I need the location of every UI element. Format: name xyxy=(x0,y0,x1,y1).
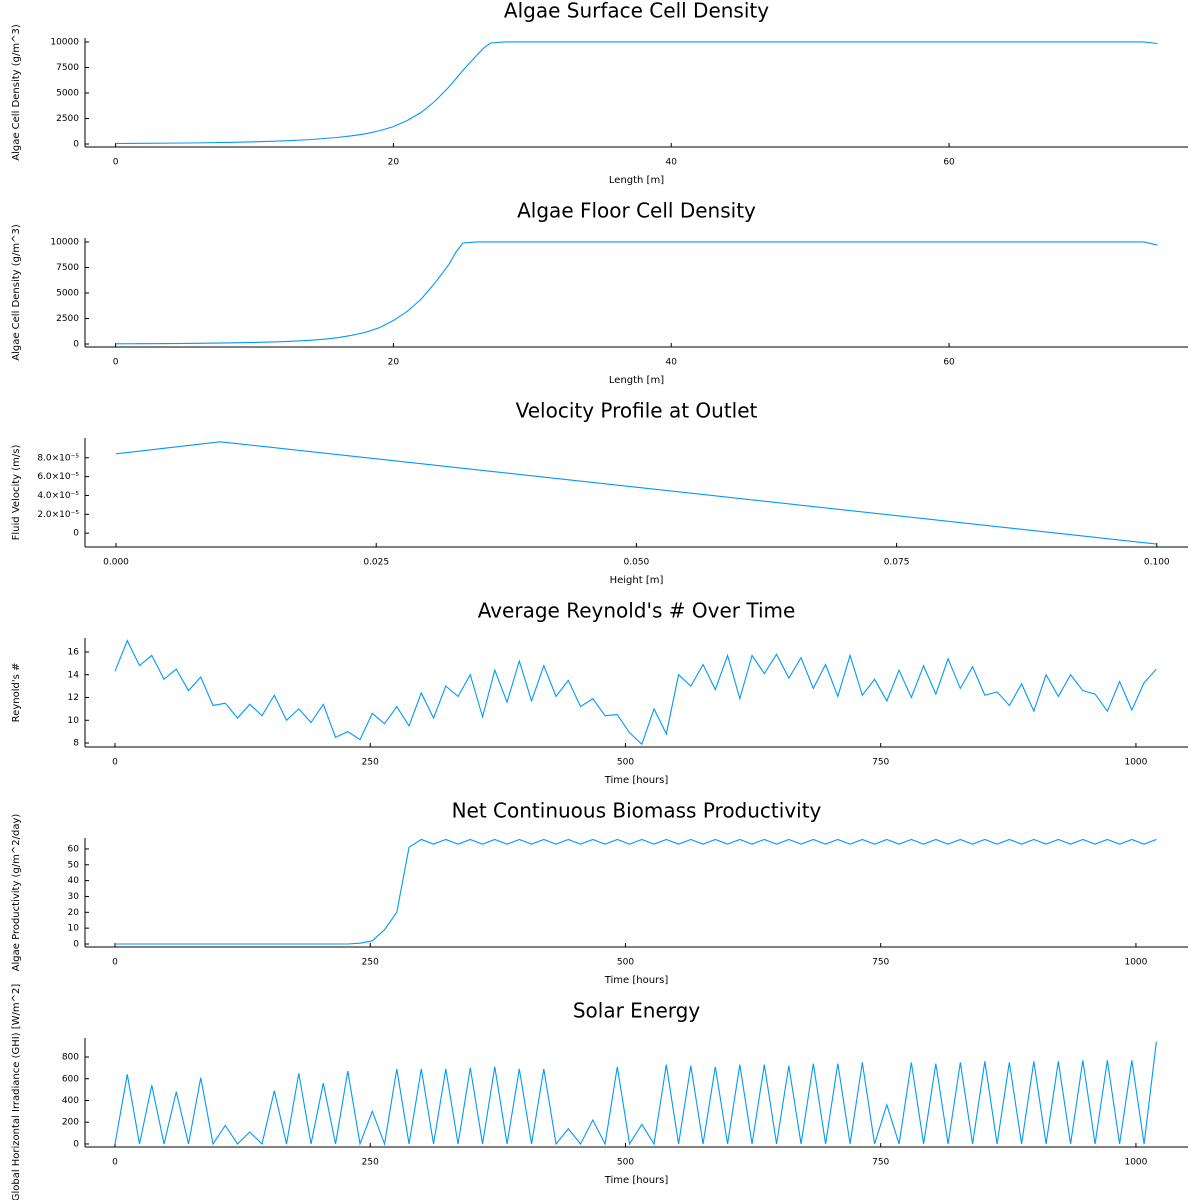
y-tick-label: 50 xyxy=(68,860,80,870)
x-tick-label: 40 xyxy=(666,358,678,368)
x-tick-label: 750 xyxy=(872,758,889,768)
x-tick-label: 250 xyxy=(362,1158,379,1168)
data-line xyxy=(114,639,1157,746)
y-tick-label: 7500 xyxy=(56,263,79,273)
x-tick-label: 1000 xyxy=(1124,958,1147,968)
x-tick-label: 750 xyxy=(872,958,889,968)
x-axis-label: Time [hours] xyxy=(604,775,669,786)
y-tick-label: 12 xyxy=(68,693,79,703)
x-tick-label: 250 xyxy=(362,758,379,768)
x-tick-label: 250 xyxy=(362,958,379,968)
y-tick-label: 7500 xyxy=(56,63,79,73)
x-tick-label: 0 xyxy=(112,758,118,768)
y-axis-label: Reynold's # xyxy=(11,663,22,723)
y-tick-label: 5000 xyxy=(56,288,79,298)
chart-title: Average Reynold's # Over Time xyxy=(478,599,796,623)
x-tick-label: 60 xyxy=(943,158,955,168)
y-tick-label: 2500 xyxy=(56,314,79,324)
x-tick-label: 0.075 xyxy=(884,558,910,568)
y-axis-label: Algae Cell Density (g/m^3) xyxy=(11,224,22,361)
y-tick-label: 40 xyxy=(68,876,80,886)
y-axis-label: Fluid Velocity (m/s) xyxy=(11,445,22,541)
y-tick-label: 200 xyxy=(62,1118,79,1128)
data-line xyxy=(115,241,1158,345)
y-tick-label: 4.0×10⁻⁵ xyxy=(37,491,79,501)
y-tick-label: 14 xyxy=(68,670,80,680)
x-tick-label: 500 xyxy=(617,758,634,768)
y-tick-label: 30 xyxy=(68,892,80,902)
y-tick-label: 600 xyxy=(62,1074,79,1084)
y-tick-label: 16 xyxy=(68,647,80,657)
data-line xyxy=(115,441,1157,545)
x-tick-label: 40 xyxy=(666,158,678,168)
x-axis-label: Time [hours] xyxy=(604,975,669,986)
x-tick-label: 500 xyxy=(617,1158,634,1168)
y-tick-label: 6.0×10⁻⁵ xyxy=(37,472,79,482)
data-line xyxy=(114,1041,1157,1147)
x-tick-label: 1000 xyxy=(1124,758,1147,768)
x-tick-label: 1000 xyxy=(1124,1158,1147,1168)
y-tick-label: 5000 xyxy=(56,88,79,98)
x-tick-label: 0 xyxy=(112,1158,118,1168)
x-tick-label: 20 xyxy=(388,158,400,168)
x-tick-label: 0.100 xyxy=(1144,558,1170,568)
y-tick-label: 8.0×10⁻⁵ xyxy=(37,453,79,463)
y-axis-label: Algae Cell Density (g/m^3) xyxy=(11,24,22,161)
x-tick-label: 500 xyxy=(617,958,634,968)
chart-title: Net Continuous Biomass Productivity xyxy=(452,799,822,823)
chart-title: Solar Energy xyxy=(573,999,701,1023)
y-tick-label: 10 xyxy=(68,716,80,726)
y-tick-label: 10000 xyxy=(50,237,79,247)
y-axis-label: Algae Productivity (g/m^2/day) xyxy=(11,814,22,972)
y-tick-label: 400 xyxy=(62,1096,79,1106)
chart-title: Algae Surface Cell Density xyxy=(504,0,769,23)
y-tick-label: 0 xyxy=(73,340,79,350)
x-tick-label: 0.050 xyxy=(624,558,650,568)
y-tick-label: 0 xyxy=(73,939,79,949)
data-line xyxy=(115,838,1157,945)
x-axis-label: Time [hours] xyxy=(604,1175,669,1186)
y-tick-label: 8 xyxy=(73,739,79,749)
y-tick-label: 2500 xyxy=(56,114,79,124)
y-tick-label: 0 xyxy=(73,1139,79,1149)
x-tick-label: 0 xyxy=(112,958,118,968)
x-axis-label: Height [m] xyxy=(610,575,664,586)
x-tick-label: 0.000 xyxy=(103,558,129,568)
y-tick-label: 800 xyxy=(62,1053,79,1063)
y-tick-label: 60 xyxy=(68,844,80,854)
x-tick-label: 20 xyxy=(388,358,400,368)
chart-title: Algae Floor Cell Density xyxy=(517,199,756,223)
data-line xyxy=(115,41,1158,145)
chart-title: Velocity Profile at Outlet xyxy=(516,399,758,423)
x-tick-label: 0 xyxy=(113,358,119,368)
y-axis-label: Global Horizontal Irradiance (GHI) [W/m^… xyxy=(11,984,22,1200)
y-tick-label: 10000 xyxy=(50,37,79,47)
y-tick-label: 0 xyxy=(73,529,79,539)
x-tick-label: 750 xyxy=(872,1158,889,1168)
y-tick-label: 20 xyxy=(68,908,80,918)
x-axis-label: Length [m] xyxy=(609,375,664,386)
x-tick-label: 0.025 xyxy=(363,558,389,568)
y-tick-label: 0 xyxy=(73,140,79,150)
y-tick-label: 10 xyxy=(68,924,80,934)
x-tick-label: 60 xyxy=(943,358,955,368)
x-tick-label: 0 xyxy=(113,158,119,168)
x-axis-label: Length [m] xyxy=(609,175,664,186)
y-tick-label: 2.0×10⁻⁵ xyxy=(37,510,79,520)
